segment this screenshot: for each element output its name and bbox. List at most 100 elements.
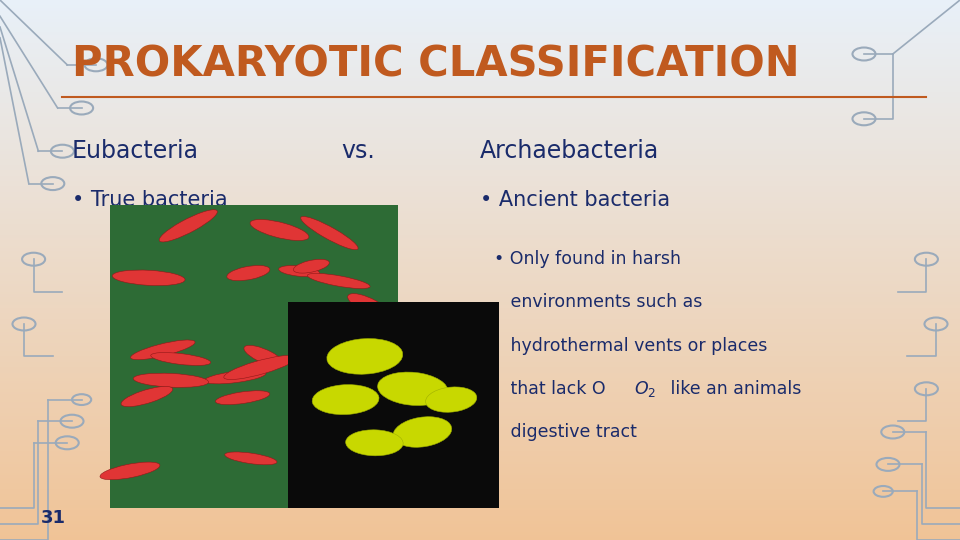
Bar <box>0 521 960 524</box>
Bar <box>0 51 960 54</box>
Bar <box>0 243 960 246</box>
Bar <box>0 346 960 348</box>
Bar <box>0 284 960 286</box>
Ellipse shape <box>346 430 403 456</box>
Text: • Only found in harsh: • Only found in harsh <box>494 250 682 268</box>
Bar <box>0 402 960 405</box>
Bar <box>0 94 960 97</box>
Bar <box>0 310 960 313</box>
Bar <box>0 32 960 35</box>
Bar <box>0 281 960 284</box>
Bar <box>0 448 960 451</box>
Ellipse shape <box>278 266 320 276</box>
Bar <box>0 38 960 40</box>
Bar <box>0 159 960 162</box>
Bar <box>0 130 960 132</box>
Bar <box>0 524 960 526</box>
Bar <box>0 451 960 454</box>
Bar <box>0 192 960 194</box>
Text: hydrothermal vents or places: hydrothermal vents or places <box>494 336 768 355</box>
Bar <box>0 76 960 78</box>
Bar <box>0 321 960 324</box>
Ellipse shape <box>348 294 389 316</box>
Text: that lack O: that lack O <box>494 380 606 398</box>
Bar <box>0 113 960 116</box>
Bar <box>0 386 960 389</box>
Text: vs.: vs. <box>341 139 374 163</box>
Bar <box>0 308 960 310</box>
Bar <box>0 27 960 30</box>
Bar <box>0 154 960 157</box>
Bar <box>0 0 960 3</box>
Bar <box>0 416 960 418</box>
Bar <box>0 173 960 176</box>
Bar <box>0 510 960 513</box>
Bar <box>0 356 960 359</box>
Bar <box>0 178 960 181</box>
Ellipse shape <box>326 339 403 374</box>
Ellipse shape <box>312 384 379 415</box>
Bar <box>0 362 960 364</box>
Bar <box>0 413 960 416</box>
Bar <box>0 138 960 140</box>
Bar <box>0 313 960 316</box>
Bar <box>0 30 960 32</box>
Text: digestive tract: digestive tract <box>494 423 637 441</box>
Bar <box>0 489 960 491</box>
Bar <box>0 319 960 321</box>
Bar <box>0 435 960 437</box>
Bar <box>0 265 960 267</box>
Bar <box>0 221 960 224</box>
Bar <box>0 286 960 289</box>
Bar <box>0 535 960 537</box>
Bar <box>0 343 960 346</box>
Bar <box>0 184 960 186</box>
Bar <box>0 132 960 135</box>
Bar <box>0 186 960 189</box>
Ellipse shape <box>307 273 371 288</box>
Bar <box>0 332 960 335</box>
Bar <box>0 437 960 440</box>
Bar <box>0 443 960 445</box>
Bar <box>0 73 960 76</box>
Bar <box>0 122 960 124</box>
Bar <box>0 224 960 227</box>
Ellipse shape <box>377 372 448 406</box>
Ellipse shape <box>227 266 270 281</box>
Bar <box>0 200 960 202</box>
Bar <box>0 84 960 86</box>
Bar <box>0 305 960 308</box>
Bar <box>0 49 960 51</box>
Bar <box>0 97 960 100</box>
Ellipse shape <box>131 340 195 360</box>
Bar <box>0 483 960 486</box>
Bar <box>0 340 960 343</box>
Ellipse shape <box>393 417 452 447</box>
Bar <box>0 278 960 281</box>
Bar <box>0 354 960 356</box>
Bar <box>0 197 960 200</box>
Bar <box>0 373 960 375</box>
Bar <box>0 500 960 502</box>
Bar <box>0 78 960 81</box>
Ellipse shape <box>315 433 398 441</box>
Ellipse shape <box>244 346 284 367</box>
Bar <box>0 238 960 240</box>
Bar <box>0 427 960 429</box>
Ellipse shape <box>215 391 270 404</box>
Bar <box>0 464 960 467</box>
Bar <box>0 400 960 402</box>
Ellipse shape <box>425 387 477 412</box>
Bar <box>0 486 960 489</box>
Bar <box>0 16 960 19</box>
Bar <box>0 505 960 508</box>
Bar <box>0 205 960 208</box>
Bar <box>0 124 960 127</box>
Bar <box>0 240 960 243</box>
Bar <box>0 392 960 394</box>
Bar <box>0 516 960 518</box>
Ellipse shape <box>159 210 217 242</box>
Ellipse shape <box>300 217 358 249</box>
Bar <box>0 359 960 362</box>
Bar <box>0 421 960 424</box>
